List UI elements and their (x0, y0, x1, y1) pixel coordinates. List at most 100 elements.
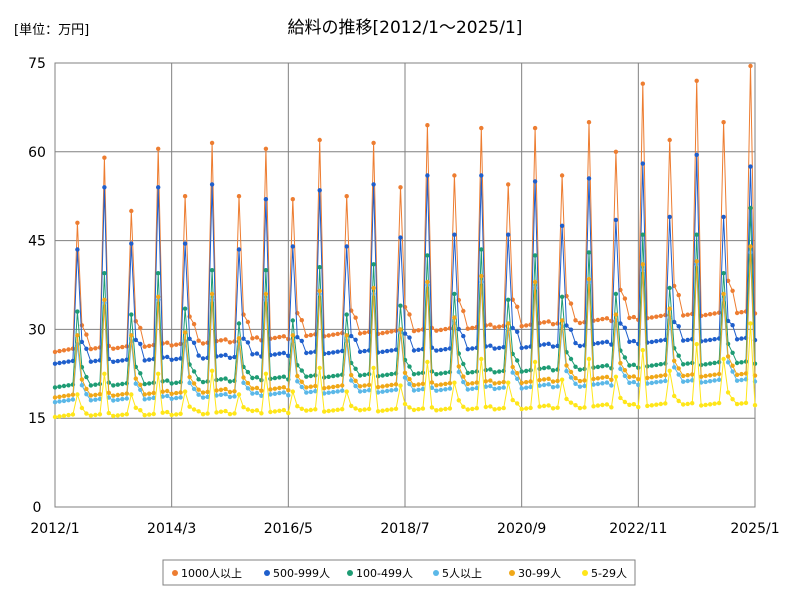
data-point (564, 363, 569, 368)
data-point (384, 388, 390, 394)
data-point (519, 380, 524, 386)
data-point (142, 413, 147, 418)
data-point (555, 378, 560, 384)
data-point (281, 407, 286, 413)
y-tick-label: 60 (28, 145, 46, 161)
data-point (461, 404, 466, 409)
data-point (743, 371, 749, 376)
data-point (703, 402, 708, 408)
data-point (353, 337, 358, 342)
data-point (61, 360, 67, 365)
data-point (470, 370, 475, 375)
data-point (600, 340, 605, 345)
data-point (636, 404, 641, 410)
data-point (151, 390, 156, 396)
data-point (407, 364, 412, 369)
data-point (362, 348, 367, 354)
data-point (236, 336, 242, 341)
data-point (479, 125, 484, 131)
data-point (138, 408, 143, 413)
data-point (685, 312, 690, 317)
data-point (133, 337, 138, 343)
data-point (515, 371, 520, 376)
data-point (725, 354, 731, 359)
data-point (461, 379, 466, 385)
data-point (295, 373, 300, 379)
data-point (362, 388, 367, 394)
data-point (223, 408, 228, 414)
data-point (245, 369, 251, 375)
legend-item: 100-499人 (347, 567, 413, 580)
data-point (79, 323, 85, 328)
data-point (676, 398, 681, 404)
data-point (510, 370, 515, 375)
data-point (286, 393, 291, 398)
data-point (281, 350, 286, 356)
data-point (79, 383, 85, 388)
data-point (272, 386, 278, 391)
data-point (357, 373, 363, 378)
data-point (550, 322, 556, 327)
data-point (748, 164, 753, 169)
data-point (349, 403, 354, 409)
data-point (568, 356, 574, 362)
data-point (443, 406, 448, 412)
data-point (658, 362, 663, 367)
data-point (102, 155, 107, 160)
data-point (317, 365, 322, 371)
data-point (497, 369, 502, 374)
x-tick-label: 2022/11 (609, 521, 667, 537)
data-point (52, 385, 58, 390)
data-point (425, 173, 430, 178)
data-point (124, 396, 129, 401)
data-point (497, 380, 502, 385)
data-point (595, 376, 601, 381)
data-point (340, 330, 345, 336)
data-point (541, 403, 547, 409)
data-point (84, 411, 89, 416)
data-point (165, 388, 170, 394)
data-point (66, 359, 71, 364)
data-point (515, 304, 520, 309)
data-point (429, 405, 435, 410)
data-point (66, 398, 71, 403)
data-point (681, 379, 686, 384)
data-point (685, 361, 690, 366)
data-point (550, 385, 556, 390)
data-point (223, 337, 228, 342)
data-point (115, 345, 121, 351)
data-point (88, 413, 94, 418)
data-point (169, 357, 174, 362)
data-point (541, 320, 547, 325)
data-point (734, 360, 740, 366)
data-point (61, 413, 67, 418)
data-point (322, 386, 327, 391)
data-point (483, 404, 488, 410)
data-point (259, 393, 264, 398)
data-point (416, 328, 421, 333)
data-point (546, 382, 551, 387)
series-layer (52, 63, 758, 420)
data-point (712, 378, 717, 383)
data-point (716, 377, 722, 382)
data-point (685, 337, 690, 343)
data-point (52, 349, 58, 355)
data-point (218, 409, 224, 414)
data-point (322, 391, 327, 396)
data-point (438, 327, 444, 333)
data-point (304, 385, 309, 390)
data-point (344, 389, 349, 394)
data-point (191, 369, 197, 374)
data-point (357, 331, 363, 336)
data-point (209, 368, 215, 373)
series-5 (52, 244, 758, 400)
data-point (142, 358, 147, 363)
data-point (694, 259, 699, 264)
data-point (663, 401, 668, 406)
data-point (658, 313, 663, 319)
data-point (546, 365, 551, 370)
data-point (205, 411, 210, 416)
data-point (178, 395, 183, 400)
data-point (187, 374, 192, 380)
data-point (93, 392, 98, 398)
